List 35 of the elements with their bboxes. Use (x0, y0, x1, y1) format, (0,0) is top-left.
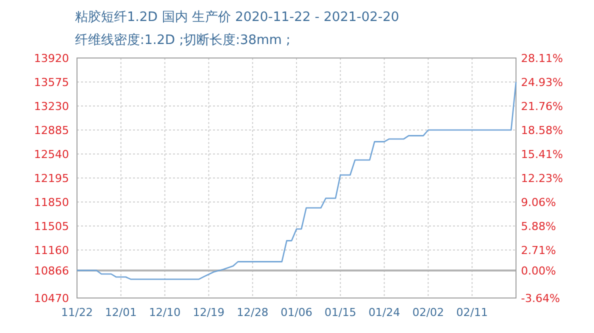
x-tick-label: 12/28 (236, 306, 268, 319)
y-tick-label: 11160 (34, 244, 69, 257)
y2-tick-label: 15.41% (521, 148, 563, 161)
y2-tick-label: 18.58% (521, 124, 563, 138)
x-tick-label: 02/11 (456, 306, 488, 319)
x-tick-label: 01/24 (368, 306, 400, 319)
y2-tick-label: 9.06% (521, 196, 556, 209)
y-tick-label: 12885 (34, 124, 69, 137)
x-tick-label: 02/02 (412, 306, 444, 319)
y-tick-label: 12540 (34, 148, 69, 161)
y2-tick-label: 21.76% (521, 100, 563, 113)
y2-tick-label: 5.88% (521, 220, 556, 234)
y-tick-label: 10866 (34, 264, 69, 278)
y2-tick-label: 28.11% (521, 52, 563, 65)
x-tick-label: 11/22 (61, 306, 93, 319)
x-tick-label: 12/01 (105, 306, 137, 319)
y-tick-label: 13575 (34, 76, 69, 89)
y2-tick-label: -3.64% (521, 292, 560, 305)
y-tick-label: 13920 (34, 52, 69, 65)
y-tick-label: 10470 (34, 292, 69, 305)
chart-title: 粘胶短纤1.2D 国内 生产价 2020-11-22 - 2021-02-20 (75, 10, 400, 25)
y-tick-label: 11850 (34, 196, 69, 209)
x-tick-label: 01/06 (280, 306, 312, 319)
y-tick-label: 11505 (34, 220, 69, 233)
y2-tick-label: 12.23% (521, 172, 563, 186)
y-tick-label: 12195 (34, 172, 69, 185)
chart-subtitle: 纤维线密度:1.2D ;切断长度:38mm ; (75, 32, 290, 48)
y2-tick-label: 2.71% (521, 244, 556, 257)
x-tick-label: 12/10 (148, 306, 181, 319)
line-series (76, 81, 517, 280)
y2-tick-label: 0.00% (521, 264, 556, 278)
x-tick-label: 01/15 (324, 306, 356, 319)
y2-tick-label: 24.93% (521, 76, 563, 90)
y-tick-label: 13230 (34, 100, 69, 113)
x-tick-label: 12/19 (192, 306, 225, 319)
